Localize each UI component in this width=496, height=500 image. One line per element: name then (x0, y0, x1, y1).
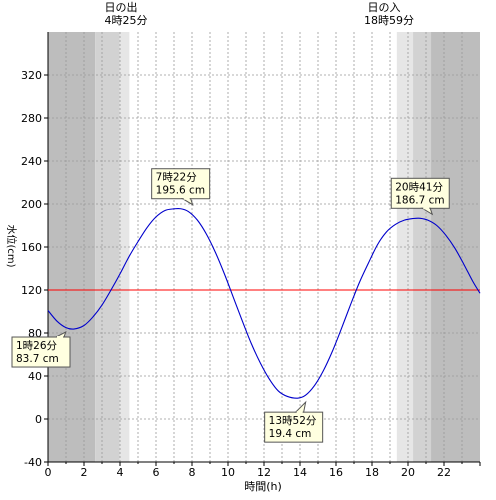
y-tick-label: 200 (21, 198, 42, 211)
annotation-time: 7時22分 (156, 172, 198, 184)
sunset-time: 18時59分 (364, 14, 414, 27)
annotation-time: 13時52分 (269, 415, 317, 427)
night-band-evening (431, 32, 480, 462)
x-tick-label: 4 (117, 466, 124, 479)
annotation-value: 83.7 cm (16, 353, 59, 365)
annotation-box (151, 168, 211, 200)
x-tick-label: 0 (45, 466, 52, 479)
y-tick-label: 280 (21, 112, 42, 125)
night-band-morning (48, 32, 96, 462)
annotation-value: 195.6 cm (156, 185, 205, 197)
y-tick-label: 120 (21, 284, 42, 297)
annotation-value: 19.4 cm (269, 428, 312, 440)
x-tick-label: 16 (329, 466, 343, 479)
annotation-time: 1時26分 (16, 340, 58, 352)
annotation-box (390, 177, 450, 209)
x-tick-label: 2 (81, 466, 88, 479)
annotation-value: 186.7 cm (395, 194, 444, 206)
x-tick-label: 10 (221, 466, 235, 479)
y-tick-label: 240 (21, 155, 42, 168)
x-tick-label: 6 (153, 466, 160, 479)
x-tick-label: 12 (257, 466, 271, 479)
y-tick-label: 0 (35, 413, 42, 426)
x-tick-label: 18 (365, 466, 379, 479)
sunset-label: 日の入 (368, 1, 401, 14)
annotation-time: 20時41分 (395, 181, 443, 193)
annotation-box (11, 336, 71, 368)
x-tick-label: 22 (437, 466, 451, 479)
x-axis-label: 時間(h) (244, 480, 282, 493)
twilight-dusk-outer (413, 32, 432, 462)
tide-level-line (47, 207, 481, 399)
x-tick-label: 14 (293, 466, 307, 479)
sunrise-time: 4時25分 (105, 14, 148, 27)
annotation-box (264, 411, 324, 443)
sunrise-label: 日の出 (105, 0, 138, 14)
y-tick-label: 40 (28, 370, 42, 383)
x-tick-label: 8 (189, 466, 196, 479)
y-axis-label: 水位(cm) (5, 224, 18, 267)
x-tick-label: 20 (401, 466, 415, 479)
y-tick-label: -40 (24, 456, 42, 469)
y-tick-label: 160 (21, 241, 42, 254)
y-tick-label: 320 (21, 69, 42, 82)
